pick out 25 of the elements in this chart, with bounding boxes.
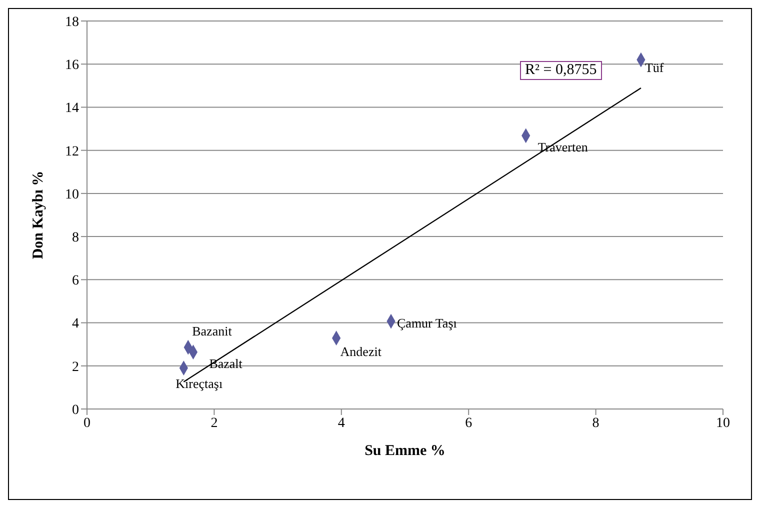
y-tick-label: 14 — [65, 101, 79, 116]
y-tick-label: 6 — [72, 274, 79, 289]
y-tick-label: 2 — [72, 360, 79, 375]
y-tick-label: 8 — [72, 230, 79, 246]
annotation: Andezit — [340, 344, 382, 360]
y-tick-label: 4 — [72, 316, 79, 332]
annotation: Tüf — [644, 60, 664, 75]
x-tick-label: 0 — [84, 416, 90, 431]
x-tick-label: 8 — [592, 416, 600, 431]
x-tick-label: 4 — [338, 416, 345, 431]
y-tick-label: 18 — [65, 14, 79, 30]
x-tick-label: 10 — [716, 416, 730, 431]
annotation: R² = 0,8755 — [520, 61, 602, 80]
y-tick-label: 10 — [65, 187, 79, 202]
annotation: Bazalt — [209, 356, 243, 372]
annotation: Bazanit — [192, 323, 232, 338]
y-tick-label: 16 — [65, 58, 79, 74]
x-axis-title: Su Emme % — [364, 443, 446, 459]
x-tick-label: 2 — [210, 416, 218, 431]
y-tick-label: 0 — [72, 402, 79, 418]
x-tick-label: 6 — [465, 416, 472, 431]
y-tick-label: 12 — [65, 144, 79, 160]
annotation: Kireçtaşı — [176, 376, 223, 392]
y-axis-title: Don Kaybı % — [30, 170, 46, 260]
annotation: Çamur Taşı — [397, 315, 458, 330]
